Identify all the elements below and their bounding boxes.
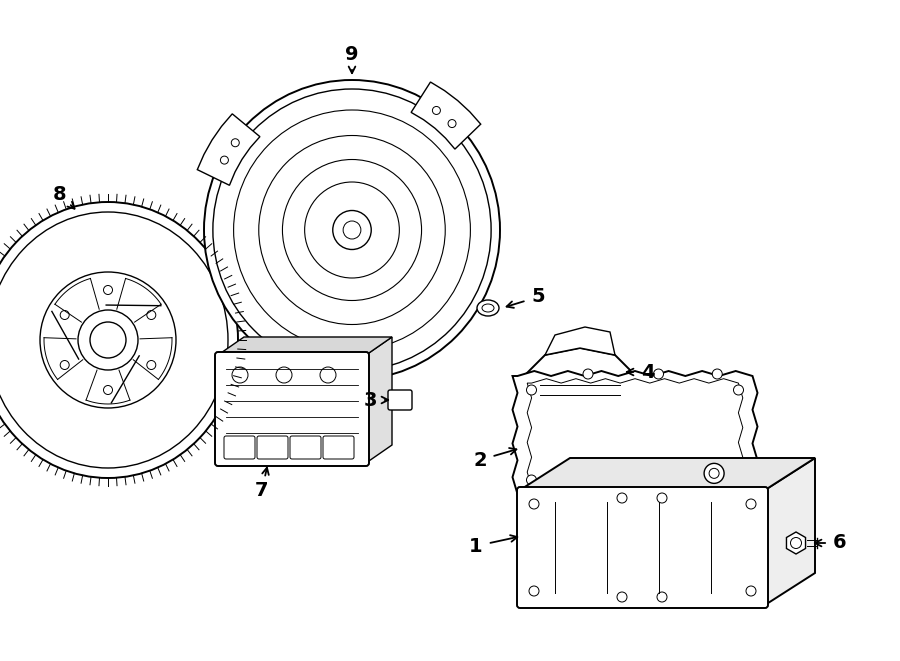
- Circle shape: [147, 311, 156, 319]
- Polygon shape: [512, 371, 758, 499]
- FancyBboxPatch shape: [215, 352, 369, 466]
- Circle shape: [232, 367, 248, 383]
- FancyBboxPatch shape: [517, 487, 768, 608]
- Circle shape: [231, 139, 239, 147]
- Circle shape: [583, 491, 593, 501]
- Circle shape: [653, 369, 663, 379]
- Circle shape: [526, 475, 536, 485]
- Polygon shape: [411, 82, 481, 149]
- Polygon shape: [787, 532, 806, 554]
- Circle shape: [320, 367, 336, 383]
- Circle shape: [704, 463, 725, 483]
- Circle shape: [276, 367, 292, 383]
- Circle shape: [432, 106, 440, 114]
- Polygon shape: [520, 348, 630, 410]
- Text: 9: 9: [346, 46, 359, 65]
- FancyBboxPatch shape: [290, 436, 321, 459]
- Circle shape: [147, 360, 156, 369]
- Polygon shape: [310, 357, 374, 398]
- Circle shape: [734, 475, 743, 485]
- Circle shape: [526, 385, 536, 395]
- Circle shape: [617, 592, 627, 602]
- Circle shape: [104, 385, 112, 395]
- Text: 8: 8: [53, 186, 67, 204]
- Circle shape: [746, 586, 756, 596]
- Circle shape: [529, 499, 539, 509]
- Circle shape: [349, 373, 357, 381]
- Text: 6: 6: [833, 533, 847, 553]
- Polygon shape: [545, 327, 615, 355]
- Circle shape: [653, 491, 663, 501]
- Circle shape: [448, 120, 456, 128]
- Circle shape: [529, 586, 539, 596]
- Circle shape: [617, 493, 627, 503]
- Polygon shape: [218, 337, 392, 355]
- Circle shape: [657, 493, 667, 503]
- Circle shape: [104, 286, 112, 295]
- Circle shape: [60, 360, 69, 369]
- Ellipse shape: [343, 221, 361, 239]
- Circle shape: [734, 385, 743, 395]
- Text: 3: 3: [364, 391, 377, 410]
- Ellipse shape: [204, 80, 500, 380]
- Circle shape: [551, 388, 559, 396]
- Text: 7: 7: [256, 481, 269, 500]
- Circle shape: [583, 369, 593, 379]
- Polygon shape: [366, 337, 392, 463]
- Circle shape: [746, 499, 756, 509]
- Text: 1: 1: [469, 537, 482, 555]
- Polygon shape: [765, 458, 815, 605]
- FancyBboxPatch shape: [224, 436, 255, 459]
- Circle shape: [712, 369, 722, 379]
- Ellipse shape: [333, 210, 371, 249]
- Polygon shape: [197, 114, 260, 185]
- Circle shape: [712, 491, 722, 501]
- Polygon shape: [520, 458, 815, 490]
- Text: 2: 2: [473, 451, 487, 469]
- Circle shape: [60, 311, 69, 319]
- FancyBboxPatch shape: [323, 436, 354, 459]
- FancyBboxPatch shape: [257, 436, 288, 459]
- Circle shape: [657, 592, 667, 602]
- Text: 4: 4: [641, 362, 655, 381]
- Text: 5: 5: [531, 288, 544, 307]
- Circle shape: [328, 371, 337, 379]
- Circle shape: [220, 156, 229, 164]
- Ellipse shape: [477, 300, 499, 316]
- Ellipse shape: [0, 202, 238, 478]
- Circle shape: [571, 388, 579, 396]
- FancyBboxPatch shape: [388, 390, 412, 410]
